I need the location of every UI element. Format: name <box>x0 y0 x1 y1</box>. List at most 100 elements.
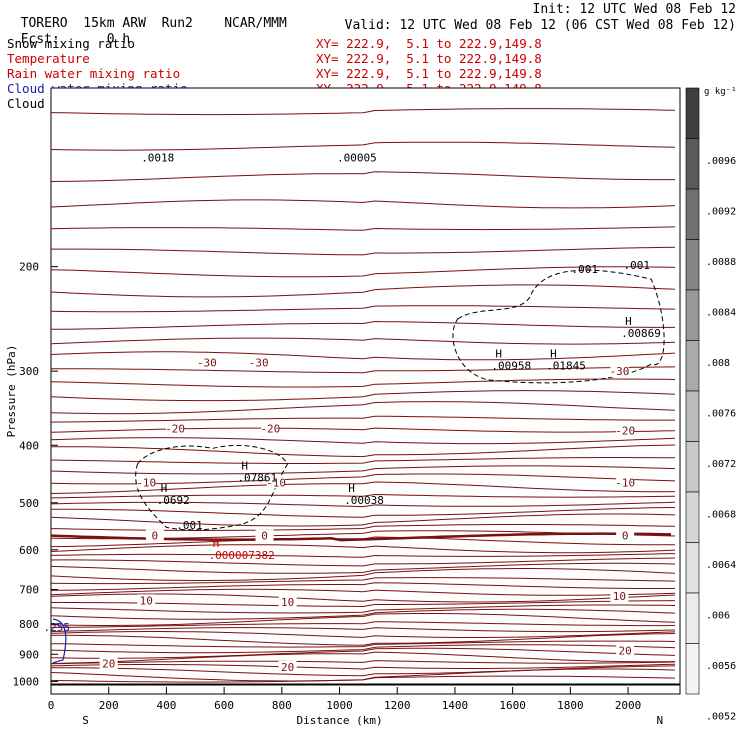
isotherm-line <box>50 401 676 415</box>
temperature-label: 0 <box>622 530 629 543</box>
isotherm-line <box>50 644 676 654</box>
x-tick-label: 1400 <box>442 699 469 712</box>
cloud-ice-contour <box>135 444 289 531</box>
forecast-hour: 0 h <box>106 32 131 47</box>
temperature-label-mask <box>255 529 274 542</box>
isotherm-line <box>50 640 676 648</box>
y-axis-title: Pressure (hPa) <box>5 345 18 438</box>
x-tick-label: 0 <box>48 699 55 712</box>
temperature-label: 10 <box>613 590 626 603</box>
isotherm-line <box>50 337 676 345</box>
colorbar-segment <box>685 289 700 341</box>
temperature-label-mask <box>197 356 216 369</box>
isotherm-line <box>51 665 676 677</box>
temperature-label: -20 <box>165 423 185 436</box>
x-tick-label: 400 <box>156 699 176 712</box>
colorbar-label: .0064 <box>706 560 736 571</box>
x-tick-label: 2000 <box>615 699 642 712</box>
temperature-label: -30 <box>249 356 269 369</box>
temperature-label-mask <box>278 596 297 609</box>
y-tick-label: 400 <box>19 439 39 452</box>
field-name: Rain water mixing ratio <box>7 66 181 81</box>
isotherm-line <box>50 493 676 499</box>
x-axis-end-label: N <box>656 714 663 727</box>
temperature-label: 20 <box>619 645 632 658</box>
isotherm-line <box>50 305 676 313</box>
colorbar-segment <box>685 643 700 695</box>
isotherm-line <box>50 582 675 591</box>
temperature-label-mask <box>278 660 297 673</box>
isotherm-line <box>50 588 676 596</box>
maximum-value: .000007382 <box>209 549 275 562</box>
colorbar-segment <box>685 542 700 594</box>
temperature-label-mask <box>145 529 164 542</box>
cloud-water-contour <box>52 618 67 664</box>
temperature-label: -10 <box>136 476 156 489</box>
field-name: Snow mixing ratio <box>7 36 135 51</box>
colorbar-label: .0068 <box>706 509 736 520</box>
temperature-label: -10 <box>615 476 635 489</box>
y-tick-label: 900 <box>19 648 39 661</box>
contour-label: .001 <box>176 519 203 532</box>
isotherm-line <box>50 562 676 574</box>
isotherm-line <box>50 226 676 231</box>
isotherm-line <box>50 633 676 646</box>
x-tick-label: 600 <box>214 699 234 712</box>
temperature-label-mask <box>616 529 635 542</box>
temperature-label-mask <box>166 422 185 435</box>
isotherm-line <box>50 108 676 116</box>
maximum-value: .0692 <box>157 494 190 507</box>
isotherm-line <box>50 284 676 298</box>
field-xy-range: XY= 222.9, 5.1 to 222.9,149.8 <box>316 66 542 81</box>
isotherm-line <box>50 651 676 664</box>
temperature-label-mask <box>99 657 118 670</box>
isotherm-line <box>50 604 676 614</box>
isotherm-line <box>50 675 676 683</box>
contour-label: .00005 <box>337 151 377 164</box>
contour-label: .0018 <box>141 151 174 164</box>
y-tick-label: 200 <box>19 261 39 274</box>
isotherm-line <box>51 366 676 374</box>
maximum-marker: H <box>161 482 168 495</box>
colorbar-label: .0092 <box>706 206 736 217</box>
y-tick-label: 300 <box>19 365 39 378</box>
temperature-label: 20 <box>281 661 294 674</box>
isotherm-line <box>50 663 676 670</box>
isotherm-line <box>50 390 676 402</box>
temperature-label-mask <box>610 365 629 378</box>
isotherm-line <box>50 266 676 278</box>
temperature-label-mask <box>137 594 156 607</box>
isotherm-line <box>50 427 676 433</box>
colorbar-label: .0084 <box>706 307 736 318</box>
maximum-value: .01845 <box>546 359 586 372</box>
contour-label: .001 <box>623 259 650 272</box>
isotherm-line <box>51 246 676 256</box>
colorbar-segment <box>685 441 700 493</box>
colorbar-label: .0076 <box>706 408 736 419</box>
colorbar-label: .008 <box>706 358 730 369</box>
maximum-marker: H <box>625 315 632 328</box>
isotherm-line <box>50 437 676 445</box>
colorbar-segment <box>685 491 700 543</box>
model-name: TORERO <box>20 16 68 31</box>
isotherm-line <box>50 544 676 554</box>
y-tick-label: 700 <box>19 584 39 597</box>
temperature-label: -30 <box>609 365 629 378</box>
colorbar-label: .0072 <box>706 459 736 470</box>
temperature-label: 10 <box>281 596 294 609</box>
colorbar-segment <box>685 239 700 291</box>
isotherm-line <box>50 608 676 620</box>
x-axis-start-label: S <box>82 714 89 727</box>
isotherm-line <box>50 141 676 151</box>
isotherm-line <box>50 557 676 567</box>
isotherm-line <box>50 351 676 361</box>
temperature-label-mask <box>610 590 629 603</box>
temperature-label: -30 <box>197 356 217 369</box>
isotherm-line <box>50 577 676 585</box>
maximum-value: .00958 <box>491 359 531 372</box>
init-time: Init: 12 UTC Wed 08 Feb 12 <box>532 2 737 17</box>
temperature-label-mask <box>267 476 286 489</box>
x-axis-title: Distance (km) <box>296 714 382 727</box>
maximum-value: .07861 <box>237 471 277 484</box>
x-tick-label: 1000 <box>326 699 353 712</box>
